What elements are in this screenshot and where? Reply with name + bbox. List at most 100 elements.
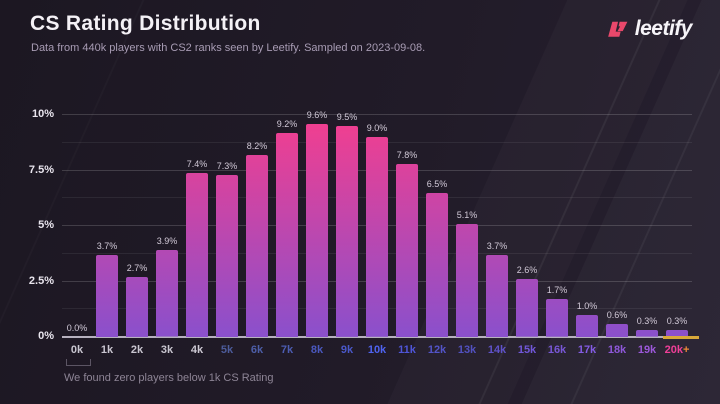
footnote-bracket	[66, 359, 91, 366]
x-axis-label: 12k	[427, 344, 447, 356]
x-axis-label: 4k	[190, 344, 204, 356]
bar-value-label: 1.7%	[546, 285, 568, 296]
bar	[606, 323, 628, 337]
bar-column: 9.2% 7k	[272, 115, 302, 356]
bar-value-label: 0.0%	[66, 323, 88, 333]
x-axis-label: 7k	[280, 344, 294, 356]
x-axis-label: 20k+	[664, 344, 690, 356]
bar-value-label: 9.6%	[306, 109, 328, 120]
grid-line	[62, 114, 692, 115]
x-axis-label: 6k	[250, 344, 264, 356]
bar	[636, 330, 658, 337]
bar	[666, 330, 688, 337]
x-axis-label: 14k	[487, 344, 507, 356]
bar-column: 3.7% 14k	[482, 115, 512, 356]
bar	[396, 163, 418, 337]
x-axis-label: 18k	[607, 344, 627, 356]
axis-baseline	[62, 336, 692, 338]
bar-column: 9.5% 9k	[332, 112, 362, 356]
bar-column: 9.6% 8k	[302, 110, 332, 356]
bar-value-label: 9.5%	[336, 112, 358, 123]
x-axis-label: 8k	[310, 344, 324, 356]
bar-value-label: 7.8%	[396, 149, 418, 160]
bar-value-label: 3.7%	[486, 240, 508, 251]
bar	[186, 172, 208, 337]
x-axis-label: 3k	[160, 344, 174, 356]
bar-column: 2.6% 15k	[512, 115, 542, 356]
bar-column: 3.7% 1k	[92, 115, 122, 356]
bar-value-label: 2.6%	[516, 265, 538, 276]
bar-chart: 0.0% 0k 3.7% 1k 2.7% 2k 3.9% 3k 7.4% 4k 7.3% 5k 8.2%…	[62, 110, 699, 356]
bar	[456, 223, 478, 337]
bar-column: 7.4% 4k	[182, 115, 212, 356]
bar	[426, 192, 448, 337]
bar-value-label: 7.4%	[186, 158, 208, 169]
bar-column: 0.3% 19k	[632, 115, 662, 356]
x-axis-label: 11k	[398, 344, 416, 356]
bar-column: 8.2% 6k	[242, 115, 272, 356]
bar-value-label: 2.7%	[126, 263, 148, 274]
bar-column: 5.1% 13k	[452, 115, 482, 356]
bar-column: 7.3% 5k	[212, 115, 242, 356]
bar-column: 9.0% 10k	[362, 115, 392, 356]
footnote: We found zero players below 1k CS Rating	[64, 372, 274, 384]
x-axis-label-suffix: +	[682, 344, 690, 356]
bar-column: 0.0% 0k	[62, 115, 92, 356]
bar	[366, 137, 388, 337]
bar-value-label: 3.7%	[96, 240, 118, 251]
leetify-logo: leetify	[604, 16, 693, 42]
bar-column: 0.6% 18k	[602, 115, 632, 356]
bar	[576, 314, 598, 337]
x-axis-label: 2k	[130, 344, 144, 356]
leetify-logo-text: leetify	[634, 17, 693, 40]
bar	[336, 126, 358, 337]
bar-value-label: 6.5%	[426, 178, 448, 189]
bar-value-label: 3.9%	[156, 236, 178, 247]
bar	[276, 132, 298, 337]
bar-value-label: 0.6%	[606, 309, 628, 320]
bar	[486, 254, 508, 337]
bar-column: 7.8% 11k	[392, 115, 422, 356]
bar-column: 1.7% 16k	[542, 115, 572, 356]
bar-column: 2.7% 2k	[122, 115, 152, 356]
x-axis-label: 9k	[340, 344, 354, 356]
page-title: CS Rating Distribution	[30, 12, 261, 35]
bar-value-label: 0.3%	[636, 316, 658, 327]
x-axis-label: 13k	[457, 344, 477, 356]
baseline-highlight	[663, 336, 699, 339]
bar-column: 6.5% 12k	[422, 115, 452, 356]
x-axis-label: 0k	[70, 344, 84, 356]
bar	[216, 174, 238, 337]
bar-value-label: 0.3%	[666, 316, 688, 327]
bar	[546, 299, 568, 337]
x-axis-label: 5k	[220, 344, 234, 356]
bar	[156, 250, 178, 337]
bar-value-label: 7.3%	[216, 160, 238, 171]
y-axis-label: 7.5%	[28, 163, 54, 176]
y-axis-label: 10%	[31, 108, 54, 120]
y-axis-label: 5%	[38, 219, 54, 231]
bar-value-label: 8.2%	[246, 140, 268, 151]
bar-column: 3.9% 3k	[152, 115, 182, 356]
bar-column: 0.3% 20k+	[662, 115, 699, 356]
y-axis-label: 0%	[38, 330, 54, 342]
bar-value-label: 5.1%	[456, 209, 478, 220]
x-axis-label: 16k	[547, 344, 567, 356]
bar	[306, 123, 328, 337]
x-axis-label: 10k	[367, 344, 387, 356]
bar	[246, 154, 268, 337]
page-subtitle: Data from 440k players with CS2 ranks se…	[31, 42, 426, 54]
bar	[96, 254, 118, 337]
bar-value-label: 1.0%	[576, 300, 598, 311]
x-axis-label: 17k	[577, 344, 597, 356]
bar	[516, 279, 538, 337]
bar	[126, 277, 148, 337]
x-axis-label: 15k	[517, 344, 537, 356]
x-axis-label: 19k	[637, 344, 657, 356]
bar-value-label: 9.0%	[366, 123, 388, 134]
leetify-logo-icon	[607, 21, 628, 37]
bar-value-label: 9.2%	[276, 118, 298, 129]
y-axis-label: 2.5%	[28, 274, 54, 287]
bar-column: 1.0% 17k	[572, 115, 602, 356]
